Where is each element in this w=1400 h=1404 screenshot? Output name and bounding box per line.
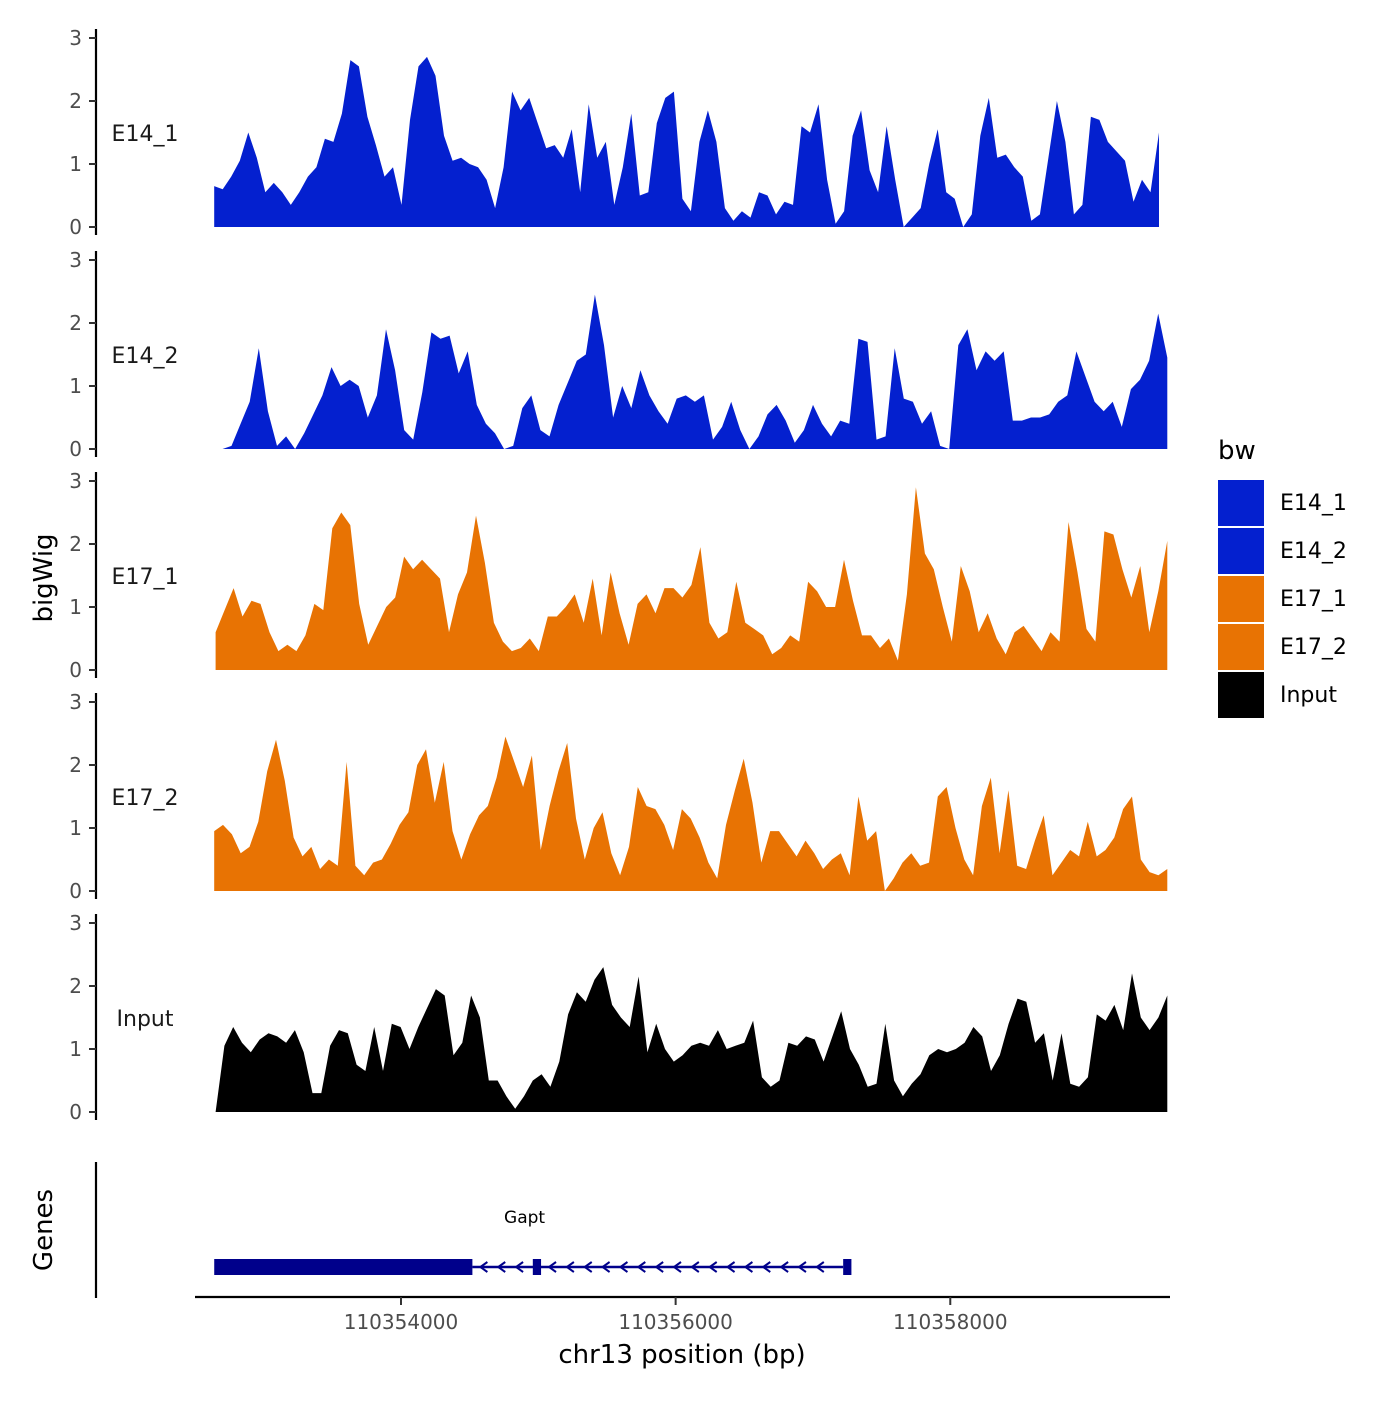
y-tick-label-Input-1: 1	[69, 1037, 82, 1061]
strand-arrow	[547, 1261, 557, 1273]
strand-arrow	[654, 1261, 664, 1273]
track-label-Input: Input	[117, 1007, 174, 1032]
strand-arrow	[496, 1261, 506, 1273]
x-ticks: 110354000 110356000 110358000	[344, 1297, 1008, 1334]
track-label-E14_2: E14_2	[112, 344, 179, 369]
y-tick-label-Input-0: 0	[69, 1100, 82, 1124]
strand-arrow	[690, 1261, 700, 1273]
legend-label-Input: Input	[1280, 683, 1337, 708]
y-tick-label-E17_2-1: 1	[69, 816, 82, 840]
x-axis-title: chr13 position (bp)	[558, 1340, 805, 1370]
area-Input	[215, 967, 1168, 1112]
legend-swatch-E14_1	[1218, 480, 1264, 526]
track-E14_1: 0 1 2 3 E14_1	[69, 26, 1159, 239]
strand-arrow	[815, 1261, 825, 1273]
legend-swatch-E17_2	[1218, 624, 1264, 670]
strand-arrow	[514, 1261, 524, 1273]
y-tick-label-Input-3: 3	[69, 911, 82, 935]
track-E17_1: 0 1 2 3 E17_1	[69, 469, 1168, 682]
y-tick-label-Input-2: 2	[69, 974, 82, 998]
strand-arrow	[707, 1261, 718, 1273]
legend-swatch-E17_1	[1218, 576, 1264, 622]
strand-arrow	[672, 1261, 682, 1273]
legend-items: E14_1 E14_2 E17_1 E17_2 Input	[1218, 480, 1347, 718]
track-panels: 0 1 2 3 E14_1 0 1 2 3 E14_2 0 1 2 3 E17_1 0 1 2 3 E17_2 0 1 2 3…	[69, 26, 1168, 1124]
x-axis: 110354000 110356000 110358000 chr13 positi…	[195, 1295, 1170, 1370]
y-tick-label-E17_2-3: 3	[69, 690, 82, 714]
strand-arrow	[797, 1261, 807, 1273]
gene-exon-1	[214, 1259, 473, 1275]
strand-arrow	[600, 1261, 611, 1273]
strand-arrow	[761, 1261, 771, 1273]
track-label-E17_2: E17_2	[112, 786, 179, 811]
y-tick-label-E17_1-2: 2	[69, 532, 82, 556]
legend-label-E17_2: E17_2	[1280, 635, 1347, 660]
area-E17_2	[214, 736, 1168, 891]
y-tick-label-E14_1-0: 0	[69, 215, 82, 239]
track-label-E14_1: E14_1	[112, 122, 179, 147]
area-E14_1	[214, 56, 1159, 228]
y-tick-label-E17_2-2: 2	[69, 753, 82, 777]
y-tick-label-E14_1-3: 3	[69, 26, 82, 50]
area-E17_1	[215, 487, 1168, 670]
legend-label-E14_1: E14_1	[1280, 491, 1347, 516]
genes-panel: Genes Gapt	[29, 1162, 852, 1298]
strand-arrow	[583, 1261, 593, 1273]
y-tick-label-E17_1-1: 1	[69, 595, 82, 619]
track-E14_2: 0 1 2 3 E14_2	[69, 248, 1168, 461]
gene-exon-2	[532, 1259, 542, 1275]
y-tick-label-E14_2-2: 2	[69, 311, 82, 335]
y-tick-label-E14_1-2: 2	[69, 89, 82, 113]
y-tick-label-E17_1-3: 3	[69, 469, 82, 493]
y-tick-label-E17_2-0: 0	[69, 879, 82, 903]
strand-arrow	[565, 1261, 575, 1273]
strand-arrow	[618, 1261, 629, 1273]
x-tick-label-110358000: 110358000	[893, 1310, 1008, 1334]
track-label-E17_1: E17_1	[112, 565, 179, 590]
legend-label-E14_2: E14_2	[1280, 539, 1347, 564]
x-tick-label-110354000: 110354000	[344, 1310, 459, 1334]
track-Input: 0 1 2 3 Input	[69, 911, 1168, 1124]
y-tick-label-E14_2-3: 3	[69, 248, 82, 272]
track-E17_2: 0 1 2 3 E17_2	[69, 690, 1168, 903]
strand-arrow	[478, 1261, 488, 1273]
strand-arrow	[725, 1261, 736, 1273]
y-tick-label-E14_2-1: 1	[69, 374, 82, 398]
legend-label-E17_1: E17_1	[1280, 587, 1347, 612]
strand-arrow	[636, 1261, 646, 1273]
y-tick-label-E14_2-0: 0	[69, 437, 82, 461]
legend-swatch-E14_2	[1218, 528, 1264, 574]
genes-axis-title: Genes	[29, 1189, 59, 1271]
gene-exon-3	[843, 1259, 852, 1275]
legend-title: bw	[1218, 436, 1256, 466]
legend-swatch-Input	[1218, 672, 1264, 718]
strand-arrow	[743, 1261, 753, 1273]
y-tick-label-E14_1-1: 1	[69, 152, 82, 176]
strand-arrow	[779, 1261, 789, 1273]
y-axis-title: bigWig	[29, 533, 59, 622]
y-tick-label-E17_1-0: 0	[69, 658, 82, 682]
gene-model	[214, 1259, 852, 1275]
legend: bw E14_1 E14_2 E17_1 E17_2 Input	[1218, 436, 1347, 718]
x-tick-label-110356000: 110356000	[618, 1310, 733, 1334]
gene-name-label: Gapt	[504, 1208, 545, 1228]
area-E14_2	[222, 294, 1168, 449]
